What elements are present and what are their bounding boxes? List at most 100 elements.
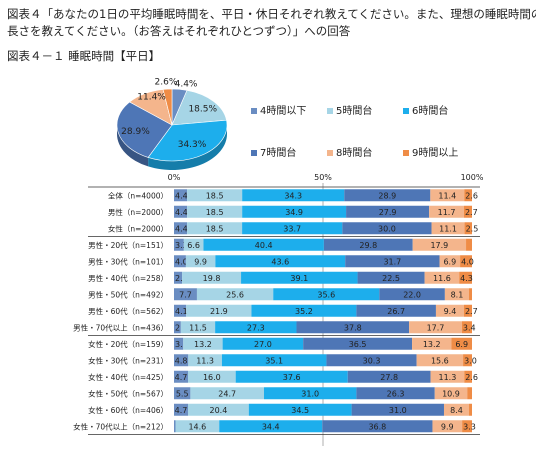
data-label-r9-s2: 11.5	[189, 323, 207, 332]
data-label-r2-s4: 27.9	[379, 208, 397, 217]
bar-segment-r10-s4	[303, 337, 413, 350]
row-label-4: 男性・20代（n=151）	[88, 240, 168, 250]
bar-segment-r10-s3	[222, 337, 304, 350]
bar-segment-r11-s6	[463, 354, 472, 367]
bar-segment-r14-s4	[351, 403, 444, 416]
bar-segment-r8-s1	[174, 304, 187, 317]
bar-segment-r8-s4	[356, 304, 436, 317]
bar-segment-r12-s4	[347, 370, 431, 383]
bar-segment-r4-s6	[466, 238, 472, 251]
bar-segment-r12-s6	[464, 370, 472, 383]
row-label-1: 全体（n=4000）	[108, 190, 168, 200]
data-label-r13-s3: 31.0	[301, 389, 319, 398]
bar-segment-r14-s2	[188, 403, 249, 416]
data-label-r4-s1: 3.3	[175, 241, 188, 250]
row-label-5: 男性・30代（n=101）	[88, 256, 168, 266]
data-label-r5-s6: 4.0	[461, 257, 474, 266]
bar-segment-r15-s1	[174, 420, 176, 433]
data-label-r11-s2: 11.3	[196, 356, 214, 365]
bar-segment-r7-s4	[379, 288, 445, 301]
bar-segment-r13-s6	[467, 387, 472, 400]
bar-segment-r2-s6	[463, 205, 472, 218]
bar-segment-r15-s6	[462, 420, 472, 433]
data-label-r2-s5: 11.7	[438, 208, 456, 217]
data-label-r2-s1: 4.4	[175, 208, 188, 217]
data-label-r6-s2: 19.8	[203, 274, 221, 283]
data-label-r1-s4: 28.9	[378, 191, 396, 200]
bar-segment-r6-s3	[241, 271, 358, 284]
row-label-8: 男性・60代（n=562）	[88, 306, 168, 316]
bar-segment-r13-s5	[434, 387, 468, 400]
data-label-r8-s2: 21.9	[210, 307, 228, 316]
bar-segment-r9-s1	[174, 321, 181, 334]
legend-label-4: 7時間台	[260, 146, 296, 159]
bar-segment-r4-s3	[203, 238, 324, 251]
data-label-r3-s1: 4.4	[175, 224, 188, 233]
data-label-r11-s3: 35.1	[265, 356, 283, 365]
row-label-10: 女性・20代（n=159）	[88, 339, 168, 349]
data-label-r12-s4: 27.8	[380, 373, 398, 382]
bar-segment-r15-s4	[322, 420, 433, 433]
pie-label-6: 2.6%	[155, 78, 178, 88]
row-label-3: 女性（n=2000）	[108, 223, 168, 233]
bar-segment-r13-s4	[356, 387, 435, 400]
legend-label-2: 5時間台	[336, 104, 372, 117]
row-label-11: 女性・30代（n=231）	[88, 355, 168, 365]
data-label-r13-s5: 10.9	[442, 389, 460, 398]
data-label-r11-s6: 3.0	[464, 356, 477, 365]
pie-slice-4	[116, 101, 173, 158]
bar-segment-r14-s6	[469, 403, 472, 416]
bar-segment-r9-s3	[215, 321, 297, 334]
pie-slice-3	[147, 119, 228, 162]
bar-segment-r1-s4	[344, 189, 431, 202]
data-label-r6-s4: 22.5	[382, 274, 400, 283]
legend-label-6: 9時間以上	[412, 147, 458, 159]
data-label-r9-s3: 27.3	[247, 323, 265, 332]
bar-segment-r11-s1	[174, 354, 189, 367]
bar-segment-r7-s2	[196, 288, 274, 301]
bar-segment-r12-s3	[235, 370, 348, 383]
data-label-r14-s1: 4.7	[175, 406, 188, 415]
bar-segment-r6-s1	[174, 271, 183, 284]
row-label-12: 女性・40代（n=425）	[88, 372, 168, 382]
bar-segment-r10-s6	[451, 337, 472, 350]
data-label-r7-s5: 8.1	[451, 290, 464, 299]
bar-segment-r4-s5	[412, 238, 467, 251]
data-label-r4-s2: 6.6	[187, 241, 200, 250]
bar-segment-r14-s3	[248, 403, 352, 416]
data-label-r10-s2: 13.2	[194, 340, 212, 349]
data-label-r3-s6: 2.5	[466, 224, 479, 233]
data-label-r13-s1: 5.5	[176, 389, 189, 398]
bar-segment-r7-s6	[469, 288, 472, 301]
data-label-r13-s4: 26.3	[387, 389, 405, 398]
data-label-r1-s3: 34.3	[284, 191, 302, 200]
data-label-r7-s1: 7.7	[179, 290, 192, 299]
bar-segment-r1-s3	[242, 189, 345, 202]
bar-segment-r5-s5	[439, 255, 461, 268]
bar-segment-r5-s2	[185, 255, 216, 268]
pie-side-4	[117, 125, 149, 167]
data-label-r8-s5: 9.4	[444, 307, 457, 316]
data-label-r7-s3: 35.6	[317, 290, 335, 299]
bar-segment-r10-s2	[183, 337, 223, 350]
pie-label-4: 28.9%	[121, 127, 150, 137]
data-label-r4-s4: 29.8	[359, 241, 377, 250]
pie-label-5: 11.4%	[137, 92, 166, 102]
x-tick-label: 0%	[168, 173, 181, 182]
data-label-r8-s1: 4.1	[175, 307, 188, 316]
row-label-14: 女性・60代（n=406）	[88, 405, 168, 415]
bar-segment-r9-s4	[296, 321, 410, 334]
bar-segment-r8-s2	[186, 304, 252, 317]
data-label-r15-s6: 3.3	[463, 422, 476, 431]
bar-segment-r5-s1	[174, 255, 186, 268]
bar-segment-r13-s3	[263, 387, 357, 400]
data-label-r11-s1: 4.8	[175, 356, 188, 365]
legend-swatch-4	[251, 150, 257, 156]
bar-segment-r8-s3	[251, 304, 357, 317]
row-label-6: 男性・40代（n=258）	[88, 273, 168, 283]
data-label-r12-s1: 4.7	[175, 373, 188, 382]
data-label-r9-s5: 17.7	[427, 323, 445, 332]
legend-label-1: 4時間以下	[260, 105, 306, 117]
bar-segment-r8-s6	[463, 304, 472, 317]
bar-segment-r12-s2	[188, 370, 236, 383]
